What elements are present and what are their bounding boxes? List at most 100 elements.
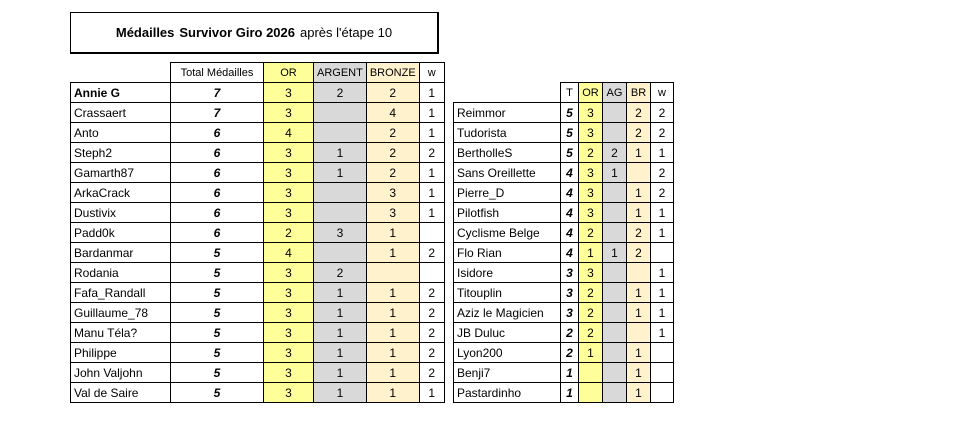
value-cell: 3 — [578, 262, 603, 283]
value-cell: 1 — [313, 322, 367, 343]
value-cell: 1 — [365, 342, 420, 363]
name-cell: Cyclisme Belge — [453, 222, 561, 243]
value-cell — [650, 362, 674, 383]
value-cell: 7 — [170, 102, 264, 123]
value-cell — [602, 182, 627, 203]
value-cell: 2 — [578, 302, 603, 323]
value-cell: 1 — [313, 302, 367, 323]
value-cell: 1 — [313, 142, 367, 163]
value-cell: 2 — [418, 242, 445, 263]
value-cell: 2 — [578, 222, 603, 243]
name-cell: Gamarth87 — [70, 162, 171, 183]
value-cell: 5 — [560, 142, 579, 163]
value-cell — [578, 382, 603, 403]
value-cell: 1 — [418, 162, 445, 183]
name-cell: Aziz le Magicien — [453, 302, 561, 323]
value-cell: 3 — [263, 142, 314, 163]
value-cell — [650, 242, 674, 263]
column-header: ARGENT — [313, 62, 367, 83]
value-cell — [626, 262, 651, 283]
value-cell: 6 — [170, 142, 264, 163]
name-cell: Padd0k — [70, 222, 171, 243]
value-cell: 4 — [560, 242, 579, 263]
value-cell: 2 — [626, 122, 651, 143]
table-row: Val de Saire 5 3 1 1 1 — [70, 382, 445, 403]
value-cell: 2 — [650, 162, 674, 183]
value-cell — [602, 282, 627, 303]
value-cell: 6 — [170, 122, 264, 143]
value-cell: 2 — [560, 342, 579, 363]
value-cell: 3 — [313, 222, 367, 243]
table-row: John Valjohn 5 3 1 1 2 — [70, 362, 445, 383]
value-cell: 3 — [263, 362, 314, 383]
value-cell: 5 — [170, 282, 264, 303]
table-row: Bardanmar 5 4 1 2 — [70, 242, 445, 263]
column-header: w — [650, 82, 674, 103]
table-row: ArkaCrack 6 3 3 1 — [70, 182, 445, 203]
value-cell: 6 — [170, 202, 264, 223]
table-row: Aziz le Magicien 3 2 1 1 — [453, 302, 674, 323]
value-cell: 1 — [650, 302, 674, 323]
value-cell: 2 — [313, 262, 367, 283]
value-cell: 1 — [650, 262, 674, 283]
value-cell: 1 — [560, 382, 579, 403]
table-row: Manu Téla? 5 3 1 1 2 — [70, 322, 445, 343]
value-cell: 2 — [650, 122, 674, 143]
name-cell: Benji7 — [453, 362, 561, 383]
value-cell: 1 — [418, 182, 445, 203]
value-cell: 3 — [578, 162, 603, 183]
table-row: BertholleS 5 2 2 1 1 — [453, 142, 674, 163]
value-cell: 3 — [560, 302, 579, 323]
value-cell: 1 — [626, 382, 651, 403]
value-cell: 4 — [560, 222, 579, 243]
value-cell: 1 — [626, 202, 651, 223]
value-cell: 3 — [560, 282, 579, 303]
column-header: T — [560, 82, 579, 103]
table-row: Fafa_Randall 5 3 1 1 2 — [70, 282, 445, 303]
value-cell: 2 — [418, 282, 445, 303]
value-cell: 2 — [626, 102, 651, 123]
value-cell: 1 — [626, 342, 651, 363]
title-part: après l'étape 10 — [300, 25, 393, 40]
table-row: Anto 6 4 2 1 — [70, 122, 445, 143]
value-cell: 3 — [263, 342, 314, 363]
value-cell — [313, 242, 367, 263]
name-cell: Philippe — [70, 342, 171, 363]
value-cell: 1 — [365, 222, 420, 243]
value-cell: 5 — [170, 242, 264, 263]
value-cell: 1 — [650, 142, 674, 163]
table-row: Cyclisme Belge 4 2 2 1 — [453, 222, 674, 243]
name-cell: Manu Téla? — [70, 322, 171, 343]
column-header: OR — [263, 62, 314, 83]
value-cell: 2 — [365, 82, 420, 103]
value-cell — [418, 262, 445, 283]
name-cell: Val de Saire — [70, 382, 171, 403]
name-cell: Guillaume_78 — [70, 302, 171, 323]
value-cell — [313, 102, 367, 123]
value-cell: 1 — [313, 162, 367, 183]
value-cell: 2 — [560, 322, 579, 343]
header-row: Total Médailles OR ARGENT BRONZE w — [70, 62, 445, 83]
value-cell — [650, 382, 674, 403]
value-cell: 6 — [170, 182, 264, 203]
value-cell: 2 — [365, 142, 420, 163]
value-cell: 1 — [578, 342, 603, 363]
column-header: AG — [602, 82, 627, 103]
value-cell: 3 — [263, 262, 314, 283]
value-cell: 5 — [170, 342, 264, 363]
value-cell: 2 — [263, 222, 314, 243]
value-cell: 2 — [418, 342, 445, 363]
value-cell: 3 — [263, 382, 314, 403]
value-cell: 3 — [578, 122, 603, 143]
table-row: Pilotfish 4 3 1 1 — [453, 202, 674, 223]
name-cell: Dustivix — [70, 202, 171, 223]
value-cell: 4 — [365, 102, 420, 123]
name-cell: Bardanmar — [70, 242, 171, 263]
value-cell: 3 — [578, 202, 603, 223]
value-cell: 4 — [560, 182, 579, 203]
value-cell: 1 — [418, 82, 445, 103]
value-cell — [578, 362, 603, 383]
value-cell — [602, 382, 627, 403]
name-cell: Sans Oreillette — [453, 162, 561, 183]
